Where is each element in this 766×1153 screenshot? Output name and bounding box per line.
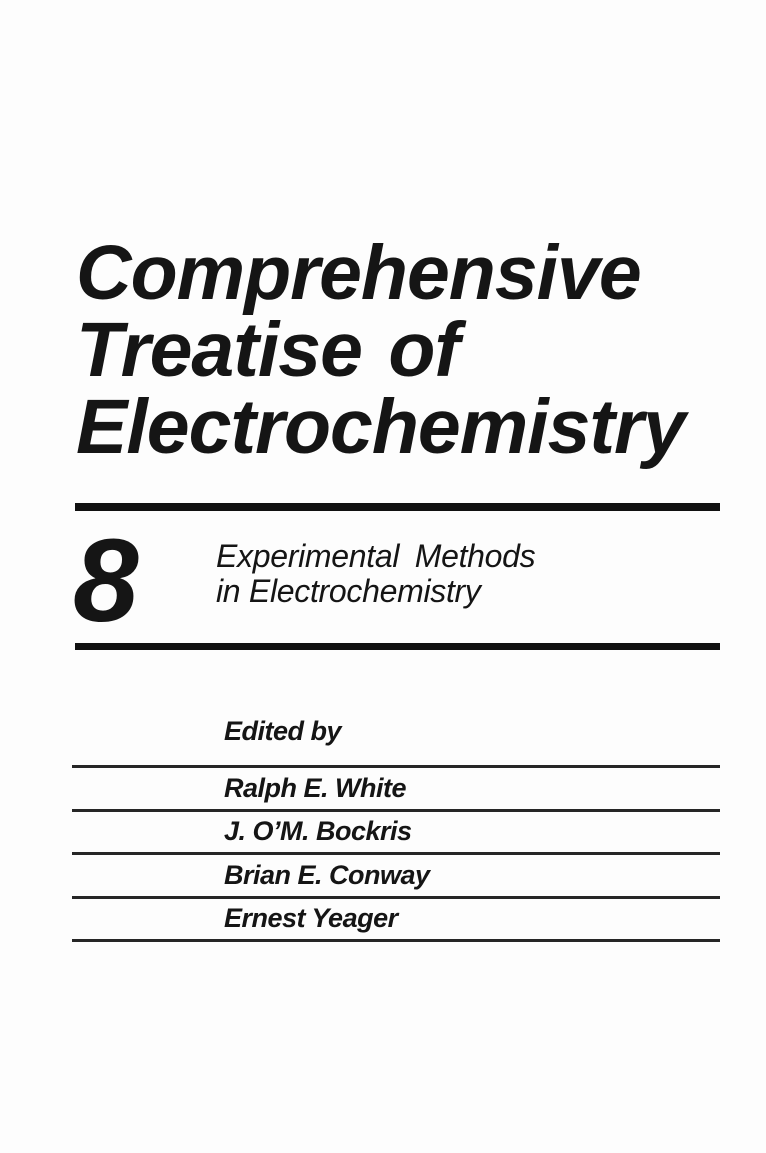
editor-divider-rule [72,808,720,812]
editor-row: J. O’M. Bockris [72,812,720,853]
editor-divider-rule [72,939,720,942]
editor-name: Ralph E. White [224,772,407,803]
volume-subtitle-line-1: Experimental Methods [216,538,536,574]
editor-row: Brian E. Conway [72,855,720,896]
editors-list: Ralph E. White J. O’M. Bockris Brian E. … [72,765,720,942]
editor-divider-rule [72,765,720,768]
volume-subtitle-line-2: in Electrochemistry [216,573,481,609]
book-title-line-1: Comprehensive [76,230,642,316]
editor-name: J. O’M. Bockris [224,816,412,847]
editor-row: Ralph E. White [72,768,720,809]
editor-divider-rule [72,852,720,855]
editor-name: Ernest Yeager [224,903,398,934]
book-title: Comprehensive Treatise of Electrochemist… [76,230,686,470]
volume-subtitle: Experimental Methods in Electrochemistry [216,538,536,609]
editor-name: Brian E. Conway [224,859,430,890]
edited-by-label: Edited by [224,716,342,746]
section-rule-top [75,503,720,511]
volume-number: 8 [73,515,139,647]
editor-divider-rule [72,895,720,899]
editor-row: Ernest Yeager [72,899,720,940]
book-title-line-3: Electrochemistry [76,384,686,470]
book-title-line-2: Treatise of [76,307,460,393]
section-rule-bottom [75,643,720,650]
